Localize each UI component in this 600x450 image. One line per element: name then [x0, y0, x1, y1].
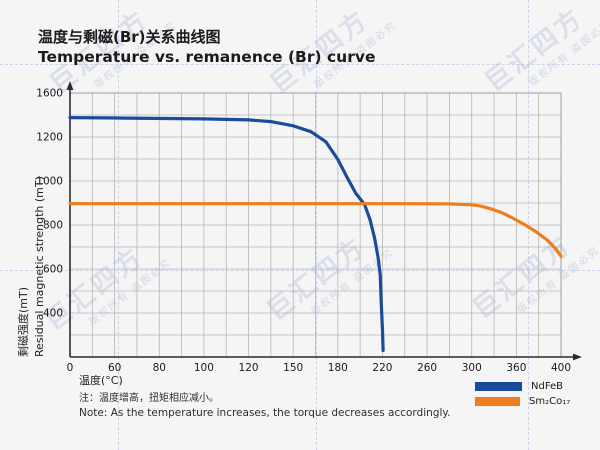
x-axis-title: 温度(°C) — [79, 374, 123, 387]
y-tick-label: 1200 — [36, 132, 63, 144]
footnote-en: Note: As the temperature increases, the … — [79, 407, 451, 419]
y-tick-label: 400 — [43, 308, 63, 320]
y-tick-label: 600 — [43, 264, 63, 276]
footnote: 注：温度增高，扭矩相应减小。 Note: As the temperature … — [79, 392, 450, 420]
y-tick-label: 800 — [43, 220, 63, 232]
chart-header: 温度与剩磁(Br)关系曲线图 Temperature vs. remanence… — [38, 28, 375, 68]
footnote-zh: 注：温度增高，扭矩相应减小。 — [79, 393, 219, 404]
legend-label-ndfeb: NdFeB — [531, 381, 564, 392]
series-curve-sm2co17 — [68, 202, 563, 258]
x-tick-label: 300 — [462, 362, 482, 374]
y-axis-title-en: Residual magnetic strength (mT) — [33, 176, 46, 357]
x-tick-label: 100 — [194, 362, 214, 374]
legend-label-sm2co17: Sm₂Co₁₇ — [529, 396, 571, 407]
x-tick-label: 0 — [67, 362, 74, 374]
x-tick-label: 80 — [153, 362, 166, 374]
x-tick-label: 60 — [108, 362, 121, 374]
x-tick-label: 220 — [372, 362, 392, 374]
chart-legend: NdFeB Sm₂Co₁₇ — [475, 381, 570, 411]
y-axis-title-zh: 剩磁强度(mT) — [17, 286, 30, 357]
series-curve-ndfeb — [68, 116, 385, 352]
x-tick-label: 260 — [417, 362, 437, 374]
legend-swatch-sm2co17 — [475, 397, 520, 406]
y-tick-label: 1000 — [36, 176, 63, 188]
page-title-en: Temperature vs. remanence (Br) curve — [38, 48, 376, 66]
x-tick-label: 150 — [283, 362, 303, 374]
page-title-zh: 温度与剩磁(Br)关系曲线图 — [38, 28, 221, 46]
x-tick-label: 120 — [239, 362, 259, 374]
x-tick-label: 180 — [328, 362, 348, 374]
x-tick-label: 360 — [506, 362, 526, 374]
x-tick-label: 400 — [551, 362, 571, 374]
y-tick-label: 1600 — [36, 88, 63, 100]
y-axis-title: 剩磁强度(mT) Residual magnetic strength (mT) — [16, 93, 48, 357]
legend-swatch-ndfeb — [475, 382, 522, 391]
legend-item-ndfeb: NdFeB — [475, 381, 570, 392]
legend-item-sm2co17: Sm₂Co₁₇ — [475, 396, 570, 407]
